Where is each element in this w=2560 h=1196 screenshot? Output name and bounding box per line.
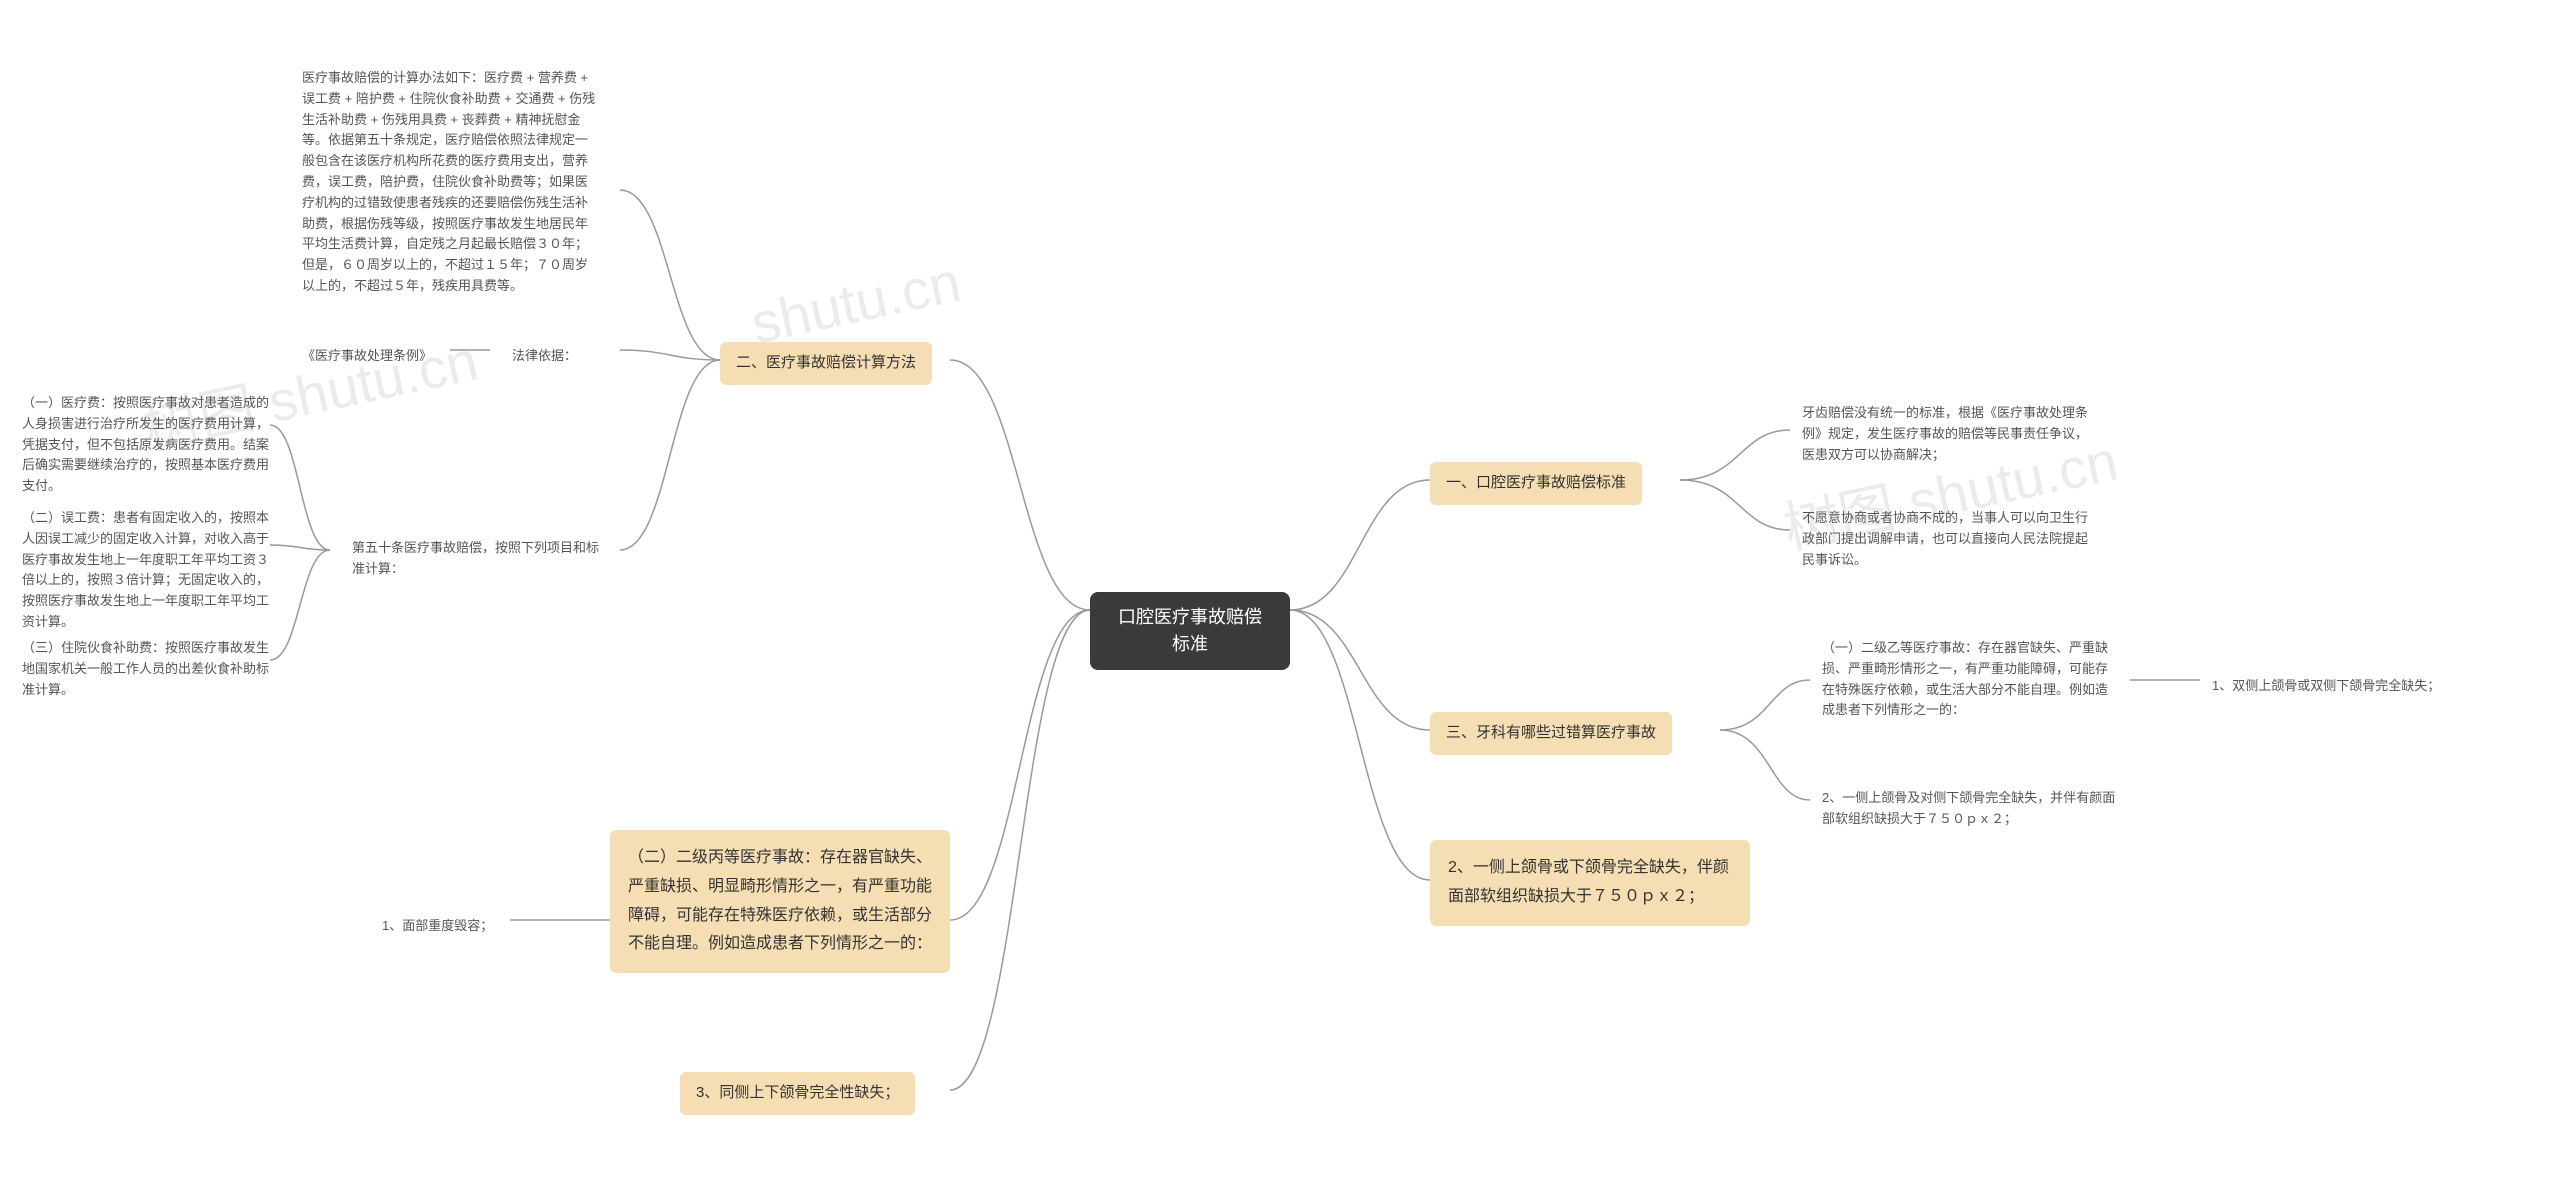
leaf-l2-c3-s2: （二）误工费：患者有固定收入的，按照本人因误工减少的固定收入计算，对收入高于医疗… <box>10 500 290 641</box>
branch-right-1: 一、口腔医疗事故赔偿标准 <box>1430 462 1642 505</box>
branch-left-2: 二、医疗事故赔偿计算方法 <box>720 342 932 385</box>
leaf-r3-c1: （一）二级乙等医疗事故：存在器官缺失、严重缺损、严重畸形情形之一，有严重功能障碍… <box>1810 630 2130 729</box>
root-node: 口腔医疗事故赔偿标准 <box>1090 592 1290 670</box>
leaf-l2-c3-label: 第五十条医疗事故赔偿，按照下列项目和标准计算： <box>340 530 620 588</box>
leaf-l2-c2-sub: 《医疗事故处理条例》 <box>290 338 450 375</box>
leaf-l2-c1: 医疗事故赔偿的计算办法如下：医疗费 + 营养费 + 误工费 + 陪护费 + 住院… <box>290 60 610 305</box>
leaf-r1-c1: 牙齿赔偿没有统一的标准，根据《医疗事故处理条例》规定，发生医疗事故的赔偿等民事责… <box>1790 395 2100 473</box>
branch-left-6: 3、同侧上下颌骨完全性缺失； <box>680 1072 915 1115</box>
branch-left-5: （二）二级丙等医疗事故：存在器官缺失、严重缺损、明显畸形情形之一，有严重功能障碍… <box>610 830 950 973</box>
leaf-l2-c3-s1: （一）医疗费：按照医疗事故对患者造成的人身损害进行治疗所发生的医疗费用计算，凭据… <box>10 385 290 505</box>
leaf-r3-c1-sub: 1、双侧上颌骨或双侧下颌骨完全缺失； <box>2200 668 2500 705</box>
branch-right-3: 三、牙科有哪些过错算医疗事故 <box>1430 712 1672 755</box>
leaf-l2-c2-label: 法律依据： <box>500 338 610 375</box>
branch-right-4: 2、一侧上颌骨或下颌骨完全缺失，伴颜面部软组织缺损大于７５０ｐｘ２； <box>1430 840 1750 926</box>
leaf-l5-sub: 1、面部重度毁容； <box>370 908 510 945</box>
leaf-l2-c3-s3: （三）住院伙食补助费：按照医疗事故发生地国家机关一般工作人员的出差伙食补助标准计… <box>10 630 290 708</box>
watermark: shutu.cn <box>746 249 967 357</box>
leaf-r1-c2: 不愿意协商或者协商不成的，当事人可以向卫生行政部门提出调解申请，也可以直接向人民… <box>1790 500 2100 578</box>
leaf-r3-c2: 2、一侧上颌骨及对侧下颌骨完全缺失，并伴有颜面部软组织缺损大于７５０ｐｘ２； <box>1810 780 2130 838</box>
